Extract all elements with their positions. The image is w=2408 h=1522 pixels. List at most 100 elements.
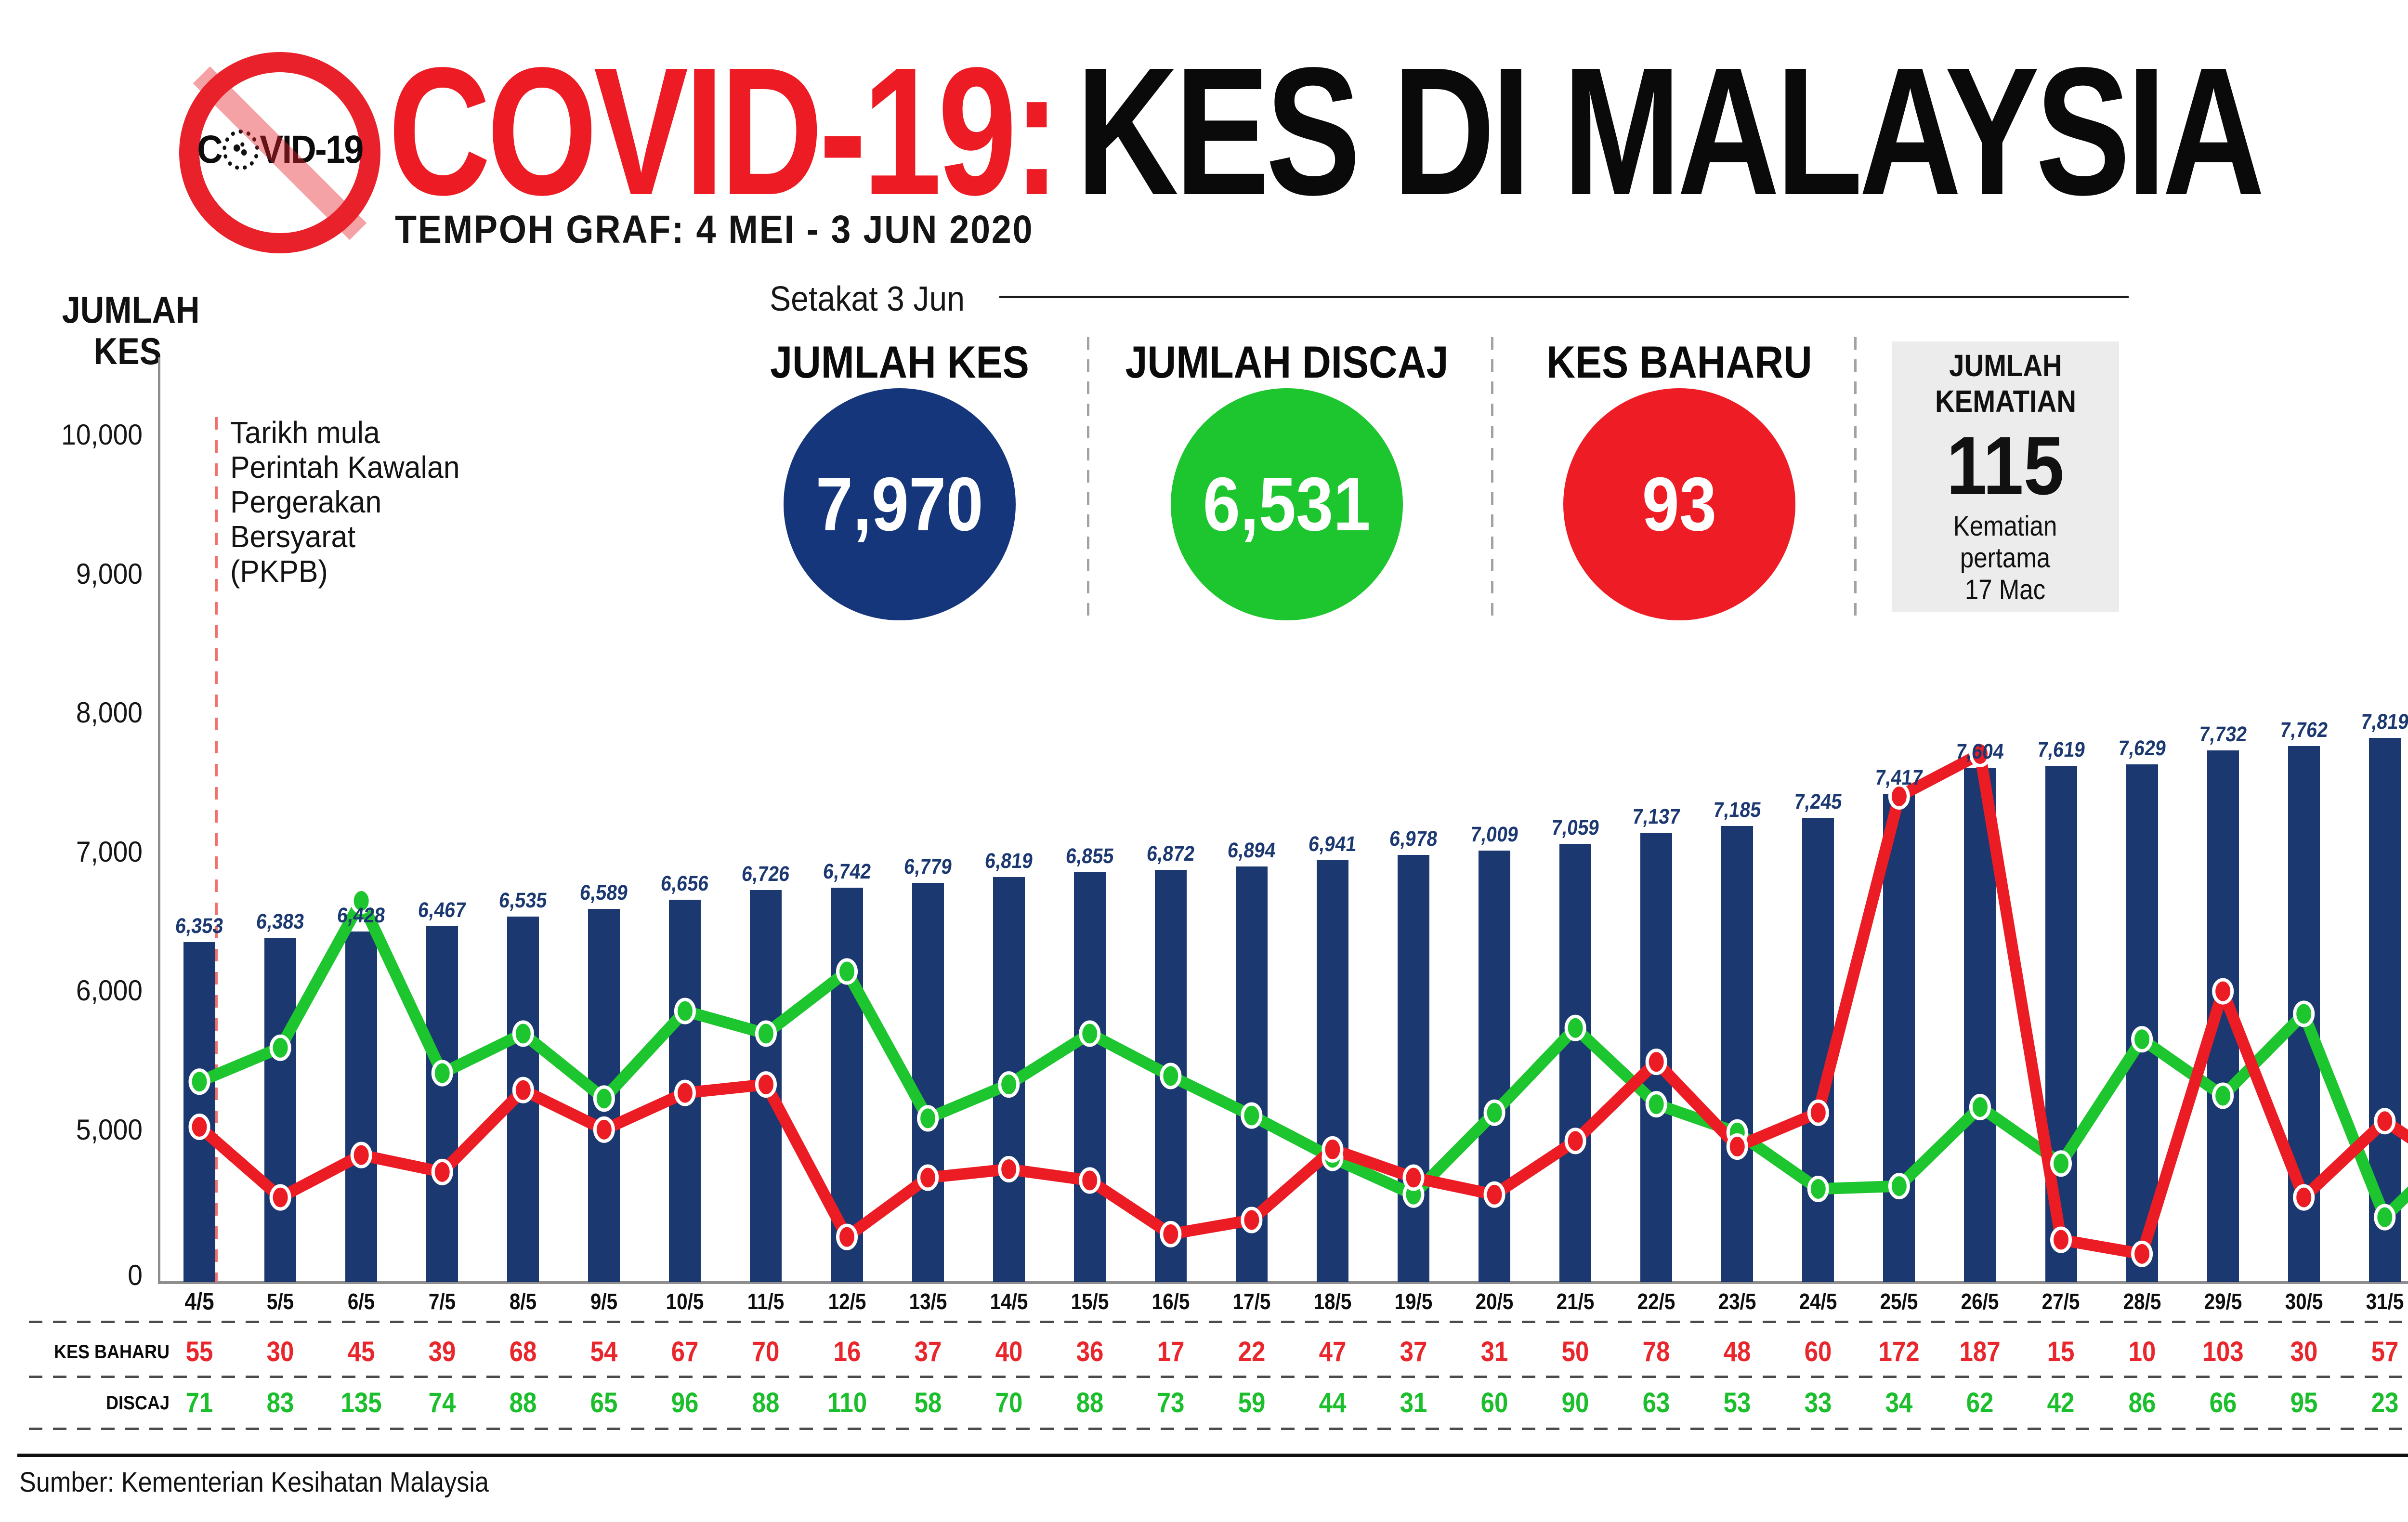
date-label-25/5: 25/5 bbox=[1880, 1289, 1918, 1314]
date-label-31/5: 31/5 bbox=[2366, 1289, 2404, 1314]
annotation-line: Tarikh mula bbox=[230, 415, 380, 450]
pkpb-annotation: Tarikh mula Perintah Kawalan Pergerakan … bbox=[230, 415, 460, 589]
deaths-value: 115 bbox=[1946, 420, 2065, 512]
bar-31/5 bbox=[2369, 738, 2401, 1282]
logo-text-post: VID-19 bbox=[260, 128, 364, 171]
annotation-line: Bersyarat bbox=[230, 519, 356, 554]
date-label-17/5: 17/5 bbox=[1232, 1289, 1271, 1314]
no-covid-logo: C VID-19 bbox=[179, 52, 380, 253]
stat-divider bbox=[1491, 337, 1493, 624]
left-axis-tick: 10,000 bbox=[61, 419, 143, 451]
date-label-20/5: 20/5 bbox=[1475, 1289, 1514, 1314]
discaj-cell: 88 bbox=[509, 1387, 537, 1418]
kes-baharu-cell: 78 bbox=[1642, 1336, 1670, 1367]
stat-circle-jumlah-kes: 7,970 bbox=[784, 388, 1016, 620]
left-axis-tick: 8,000 bbox=[76, 696, 143, 729]
kes-baharu-cell: 22 bbox=[1238, 1336, 1266, 1367]
date-label-12/5: 12/5 bbox=[828, 1289, 866, 1314]
bar-16/5 bbox=[1154, 869, 1187, 1282]
left-axis-tick: 0 bbox=[128, 1259, 143, 1291]
title-red: COVID-19: bbox=[388, 30, 1060, 233]
bar-6/5 bbox=[345, 931, 378, 1282]
bar-24/5 bbox=[1802, 818, 1834, 1282]
kes-baharu-cell: 47 bbox=[1319, 1336, 1347, 1367]
row-label-kes-baharu: KES BAHARU bbox=[53, 1341, 170, 1363]
stat-divider bbox=[1087, 337, 1089, 624]
bar-18/5 bbox=[1316, 860, 1348, 1282]
discaj-cell: 63 bbox=[1642, 1387, 1670, 1418]
kes-baharu-cell: 37 bbox=[914, 1336, 942, 1367]
kes-baharu-cell: 40 bbox=[995, 1336, 1023, 1367]
bar-13/5 bbox=[912, 882, 944, 1282]
bar-27/5 bbox=[2045, 766, 2077, 1282]
bar-22/5 bbox=[1640, 833, 1673, 1282]
date-label-13/5: 13/5 bbox=[909, 1289, 947, 1314]
discaj-cell: 44 bbox=[1319, 1387, 1347, 1418]
discaj-cell: 59 bbox=[1238, 1387, 1266, 1418]
virus-icon bbox=[222, 130, 259, 170]
left-axis-title: JUMLAH KES bbox=[62, 289, 200, 372]
bar-14/5 bbox=[993, 877, 1025, 1282]
date-label-8/5: 8/5 bbox=[510, 1289, 537, 1314]
logo-text-pre: C bbox=[197, 128, 222, 171]
bar-11/5 bbox=[750, 890, 782, 1282]
kes-baharu-cell: 30 bbox=[2290, 1336, 2318, 1367]
row-separator bbox=[29, 1428, 2408, 1430]
date-label-28/5: 28/5 bbox=[2123, 1289, 2161, 1314]
discaj-cell: 90 bbox=[1561, 1387, 1589, 1418]
deaths-note: Kematian pertama 17 Mac bbox=[1953, 511, 2057, 605]
date-label-21/5: 21/5 bbox=[1556, 1289, 1595, 1314]
title-black: KES DI MALAYSIA bbox=[1076, 30, 2264, 233]
stat-circle-kes-baharu: 93 bbox=[1563, 388, 1795, 620]
stat-divider bbox=[1854, 337, 1857, 624]
bar-4/5 bbox=[183, 942, 216, 1282]
discaj-cell: 83 bbox=[266, 1387, 294, 1418]
kes-baharu-cell: 68 bbox=[509, 1336, 537, 1367]
discaj-cell: 58 bbox=[914, 1387, 942, 1418]
footer-rule bbox=[17, 1454, 2408, 1457]
discaj-cell: 62 bbox=[1966, 1387, 1994, 1418]
bar-28/5 bbox=[2126, 764, 2158, 1282]
kes-baharu-cell: 36 bbox=[1076, 1336, 1104, 1367]
discaj-cell: 135 bbox=[340, 1387, 382, 1418]
bar-19/5 bbox=[1398, 855, 1429, 1282]
discaj-cell: 88 bbox=[752, 1387, 780, 1418]
left-axis-tick: 9,000 bbox=[76, 557, 143, 590]
discaj-cell: 65 bbox=[590, 1387, 618, 1418]
bar-value-label: 7,819 bbox=[2359, 710, 2408, 734]
discaj-cell: 34 bbox=[1885, 1387, 1913, 1418]
date-label-9/5: 9/5 bbox=[590, 1289, 618, 1314]
source-note: Sumber: Kementerian Kesihatan Malaysia bbox=[19, 1467, 489, 1498]
bar-12/5 bbox=[831, 888, 863, 1282]
bar-26/5 bbox=[1964, 768, 1996, 1282]
date-label-18/5: 18/5 bbox=[1313, 1289, 1352, 1314]
bar-value-label: 7,245 bbox=[1793, 790, 1844, 814]
bar-29/5 bbox=[2207, 750, 2239, 1282]
kes-baharu-cell: 103 bbox=[2202, 1336, 2244, 1367]
discaj-cell: 88 bbox=[1076, 1387, 1104, 1418]
kes-baharu-cell: 30 bbox=[266, 1336, 294, 1367]
graph-period-subtitle: TEMPOH GRAF: 4 MEI - 3 JUN 2020 bbox=[395, 208, 1034, 251]
date-label-26/5: 26/5 bbox=[1961, 1289, 1999, 1314]
annotation-line: Perintah Kawalan bbox=[230, 450, 460, 485]
discaj-cell: 66 bbox=[2209, 1387, 2237, 1418]
bar-5/5 bbox=[264, 937, 297, 1282]
date-label-23/5: 23/5 bbox=[1718, 1289, 1756, 1314]
date-label-11/5: 11/5 bbox=[747, 1289, 785, 1314]
date-label-14/5: 14/5 bbox=[990, 1289, 1028, 1314]
kes-baharu-cell: 50 bbox=[1561, 1336, 1589, 1367]
discaj-cell: 23 bbox=[2371, 1387, 2399, 1418]
bar-17/5 bbox=[1235, 866, 1268, 1282]
bar-21/5 bbox=[1559, 843, 1592, 1282]
stat-value: 93 bbox=[1642, 461, 1717, 547]
row-label-discaj: DISCAJ bbox=[105, 1392, 170, 1414]
date-label-24/5: 24/5 bbox=[1799, 1289, 1837, 1314]
discaj-cell: 70 bbox=[995, 1387, 1023, 1418]
kes-baharu-cell: 57 bbox=[2371, 1336, 2399, 1367]
kes-baharu-cell: 187 bbox=[1959, 1336, 2001, 1367]
kes-baharu-cell: 67 bbox=[671, 1336, 699, 1367]
left-axis-tick: 6,000 bbox=[76, 974, 143, 1007]
discaj-cell: 73 bbox=[1157, 1387, 1185, 1418]
stat-value: 6,531 bbox=[1203, 461, 1371, 547]
discaj-cell: 33 bbox=[1804, 1387, 1832, 1418]
